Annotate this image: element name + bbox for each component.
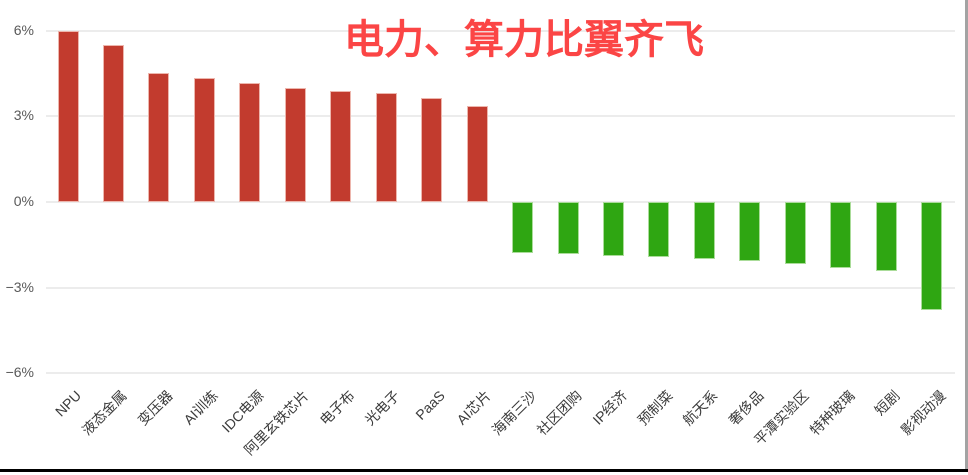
x-axis-category-label: AI训练 xyxy=(180,387,221,428)
bar xyxy=(512,202,534,254)
frame-right-border xyxy=(965,0,968,472)
bar xyxy=(739,202,761,262)
y-axis-tick-label: −3% xyxy=(5,278,34,295)
gridline xyxy=(46,201,955,203)
bar xyxy=(875,202,897,271)
bar xyxy=(421,97,443,202)
x-axis-category-label: 液态金属 xyxy=(79,387,131,439)
x-axis-category-label: 海南三沙 xyxy=(488,387,540,439)
gridline xyxy=(46,286,955,289)
y-axis-tick-label: −6% xyxy=(5,364,34,381)
bar xyxy=(102,44,124,202)
bar xyxy=(830,202,852,269)
bar xyxy=(784,202,806,265)
x-axis-category-label: PaaS xyxy=(412,387,449,423)
bar xyxy=(239,83,261,202)
x-axis-category-label: 特种玻璃 xyxy=(806,387,858,439)
gridline xyxy=(46,29,955,32)
x-axis-category-label: 电子布 xyxy=(316,387,358,429)
chart-title: 电力、算力比翼齐飞 xyxy=(344,18,704,62)
bar xyxy=(57,30,79,202)
bar xyxy=(193,77,215,202)
bar xyxy=(603,202,625,256)
gridline xyxy=(46,372,955,375)
x-axis-category-label: 光电子 xyxy=(361,387,403,429)
x-axis-category-label: 短剧 xyxy=(871,387,903,419)
bar xyxy=(466,106,488,202)
bar xyxy=(648,202,670,257)
bar xyxy=(330,90,352,202)
x-axis-category-label: 社区团购 xyxy=(533,387,585,439)
y-axis-tick-label: 6% xyxy=(13,21,34,38)
x-axis-category-label: 预制菜 xyxy=(634,387,676,429)
x-axis-category-label: 影视动漫 xyxy=(897,387,949,439)
x-axis-category-label: NPU xyxy=(52,387,85,420)
bar xyxy=(148,73,170,202)
x-axis-category-label: AI芯片 xyxy=(453,387,494,428)
y-axis-tick-label: 3% xyxy=(13,107,34,124)
x-axis-category-label: 航天系 xyxy=(680,387,722,429)
bar xyxy=(921,202,943,311)
bar xyxy=(693,202,715,260)
bar xyxy=(375,93,397,202)
x-axis-category-label: 奢侈品 xyxy=(725,387,767,429)
bar xyxy=(557,202,579,254)
bar xyxy=(284,87,306,202)
y-axis-tick-label: 0% xyxy=(13,193,34,209)
gridline xyxy=(46,115,955,118)
frame-bottom-border xyxy=(0,469,968,472)
x-axis-category-label: 变压器 xyxy=(134,387,176,429)
x-axis-category-label: IP经济 xyxy=(589,387,631,428)
